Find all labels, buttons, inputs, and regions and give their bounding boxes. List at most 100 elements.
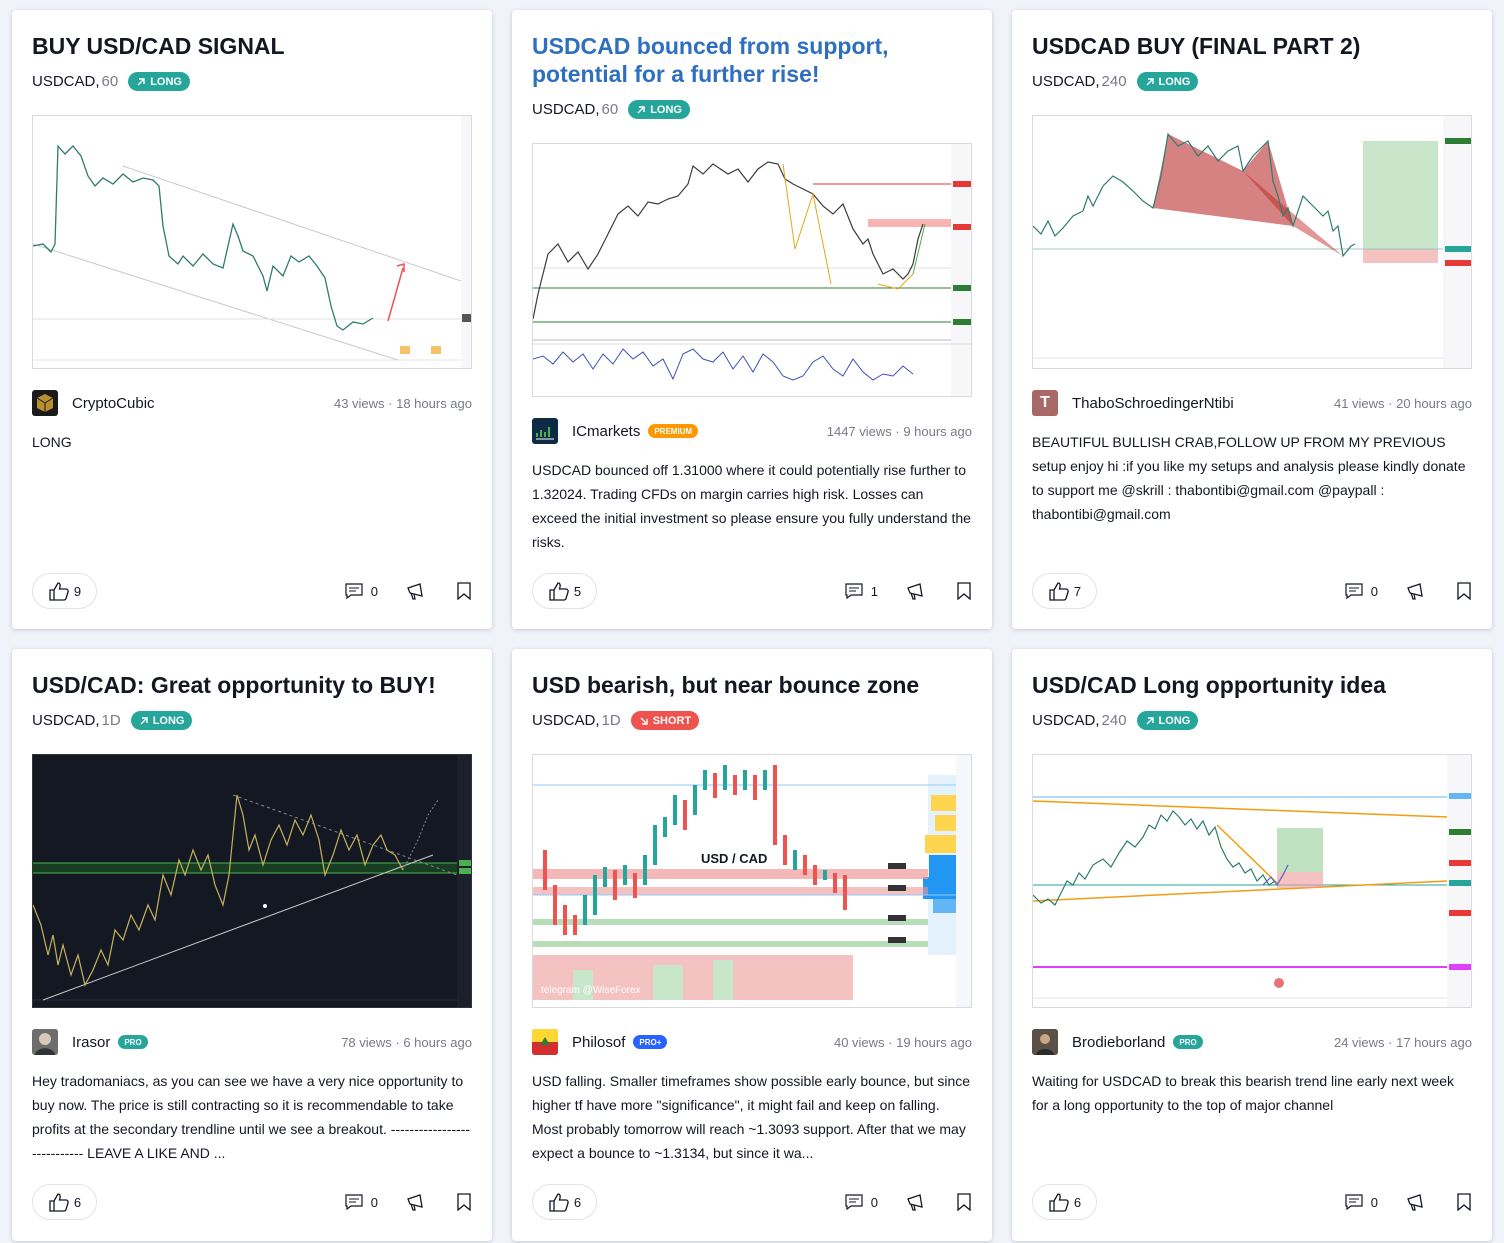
idea-title[interactable]: USDCAD BUY (FINAL PART 2) [1032, 33, 1361, 59]
arrow-up-right-icon [140, 716, 148, 724]
comments-button[interactable]: 0 [1345, 1194, 1378, 1210]
author-name[interactable]: Brodieborland [1072, 1033, 1166, 1051]
pro-badge: PRO [1173, 1035, 1203, 1049]
comments-button[interactable]: 0 [1345, 583, 1378, 599]
like-button[interactable]: 9 [32, 573, 97, 609]
comments-button[interactable]: 1 [845, 583, 878, 599]
idea-description: USDCAD bounced off 1.31000 where it coul… [532, 462, 971, 550]
symbol[interactable]: USDCAD, [532, 712, 600, 729]
bookmark-button[interactable] [456, 1193, 472, 1211]
direction-badge: LONG [130, 711, 193, 730]
bookmark-button[interactable] [956, 1193, 972, 1211]
avatar[interactable] [532, 418, 558, 444]
timeframe: 240 [1101, 712, 1127, 729]
idea-description: BEAUTIFUL BULLISH CRAB,FOLLOW UP FROM MY… [1032, 434, 1466, 522]
avatar[interactable] [532, 1029, 558, 1055]
share-button[interactable] [1406, 582, 1426, 600]
chart-thumbnail[interactable]: USD / CAD [532, 754, 972, 1008]
volume-bars [533, 955, 853, 1000]
thumbs-up-icon [549, 1193, 569, 1212]
timeframe: 60 [101, 73, 119, 90]
profile-photo-icon [32, 1029, 58, 1055]
idea-title[interactable]: BUY USD/CAD SIGNAL [32, 33, 285, 59]
idea-meta: USDCAD, 240 LONG [1032, 72, 1199, 91]
bookmark-icon [457, 582, 471, 600]
comments-button[interactable]: 0 [345, 583, 378, 599]
symbol[interactable]: USDCAD, [1032, 73, 1100, 90]
arrow-up-right-icon [1146, 716, 1154, 724]
idea-card: USD/CAD: Great opportunity to BUY! USDCA… [12, 649, 492, 1241]
author-name[interactable]: CryptoCubic [72, 394, 155, 412]
comment-count: 0 [370, 1194, 378, 1210]
idea-title[interactable]: USD/CAD: Great opportunity to BUY! [32, 672, 436, 698]
direction-badge: LONG [1136, 72, 1199, 91]
bookmark-button[interactable] [1456, 1193, 1472, 1211]
idea-card: USDCAD bounced from support, potential f… [512, 10, 992, 629]
chart-thumbnail[interactable] [32, 115, 472, 369]
bookmark-button[interactable] [956, 582, 972, 600]
thumbs-up-icon [49, 1193, 69, 1212]
like-button[interactable]: 6 [1032, 1184, 1097, 1220]
comment-icon [345, 1194, 363, 1210]
direction-label: LONG [152, 714, 185, 727]
arrow-up-right-icon [137, 77, 145, 85]
chart-thumbnail[interactable] [1032, 754, 1472, 1008]
avatar[interactable] [32, 390, 58, 416]
chart-thumbnail[interactable] [532, 143, 972, 397]
symbol[interactable]: USDCAD, [32, 712, 100, 729]
bookmark-icon [957, 1193, 971, 1211]
thumbs-up-icon [1049, 1193, 1069, 1212]
author-row: CryptoCubic 43 views · 18 hours ago [32, 389, 472, 417]
avatar[interactable]: T [1032, 390, 1058, 416]
watermark: telegram @WiseForex [541, 985, 641, 996]
author-name[interactable]: ThaboSchroedingerNtibi [1072, 394, 1234, 412]
chart-thumbnail[interactable] [1032, 115, 1472, 369]
like-button[interactable]: 7 [1032, 573, 1097, 609]
direction-badge: LONG [628, 100, 690, 119]
bookmark-button[interactable] [456, 582, 472, 600]
megaphone-icon [1407, 1194, 1423, 1211]
action-bar: 6 0 [32, 1184, 472, 1220]
avatar[interactable] [32, 1029, 58, 1055]
thumbs-up-icon [549, 582, 569, 601]
comments-button[interactable]: 0 [345, 1194, 378, 1210]
like-button[interactable]: 6 [32, 1184, 97, 1220]
author-row: Irasor PRO 78 views · 6 hours ago [32, 1028, 472, 1056]
avatar[interactable] [1032, 1029, 1058, 1055]
symbol[interactable]: USDCAD, [532, 101, 600, 118]
chart-thumbnail[interactable] [32, 754, 472, 1008]
direction-label: LONG [1158, 714, 1191, 727]
comment-icon [345, 583, 363, 599]
symbol[interactable]: USDCAD, [1032, 712, 1100, 729]
megaphone-icon [1407, 583, 1423, 600]
share-button[interactable] [406, 1193, 426, 1211]
like-count: 9 [73, 583, 82, 599]
bookmark-button[interactable] [1456, 582, 1472, 600]
idea-title[interactable]: USD bearish, but near bounce zone [532, 672, 920, 698]
symbol[interactable]: USDCAD, [32, 73, 100, 90]
thumbs-up-icon [1049, 582, 1069, 601]
pro-plus-badge: PRO+ [633, 1035, 668, 1049]
like-button[interactable]: 6 [532, 1184, 597, 1220]
idea-meta: USDCAD, 60 LONG [32, 72, 190, 91]
author-name[interactable]: Philosof [572, 1033, 626, 1051]
author-name[interactable]: Irasor [72, 1033, 111, 1051]
megaphone-icon [407, 1194, 423, 1211]
share-button[interactable] [906, 582, 926, 600]
flag-avatar-icon [532, 1029, 558, 1055]
timeframe: 60 [601, 101, 619, 118]
idea-description: LONG [32, 434, 72, 450]
comment-icon [1345, 583, 1363, 599]
share-button[interactable] [1406, 1193, 1426, 1211]
share-button[interactable] [906, 1193, 926, 1211]
share-button[interactable] [406, 582, 426, 600]
idea-title[interactable]: USDCAD bounced from support, potential f… [532, 33, 889, 87]
direction-badge: SHORT [630, 711, 700, 730]
like-button[interactable]: 5 [532, 573, 597, 609]
idea-title[interactable]: USD/CAD Long opportunity idea [1032, 672, 1386, 698]
author-name[interactable]: ICmarkets [572, 422, 641, 440]
chart-pair-label: USD / CAD [701, 851, 767, 866]
comments-button[interactable]: 0 [845, 1194, 878, 1210]
view-stats: 40 views · 19 hours ago [833, 1034, 972, 1050]
